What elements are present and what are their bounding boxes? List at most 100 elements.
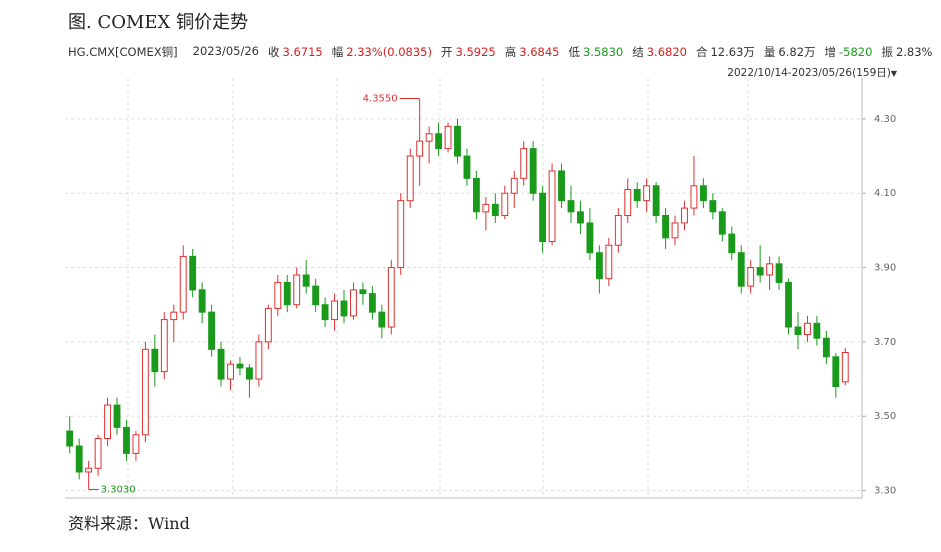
candle-body (274, 281, 282, 309)
info-field: 高 3.6845 (505, 44, 560, 60)
field-label: 收 (267, 45, 280, 59)
candle-body (766, 263, 774, 276)
info-bar: HG.CMX[COMEX铜] 2023/05/26 收 3.6715 幅 2.33%(… (68, 44, 932, 60)
candle-body (709, 200, 717, 213)
field-value: 3.5830 (582, 45, 624, 59)
candle-body (671, 222, 679, 239)
candle-body (302, 274, 310, 287)
candle-body (605, 244, 613, 280)
dropdown-icon[interactable]: ▼ (890, 69, 897, 78)
candle-body (217, 348, 225, 380)
candle-body (227, 363, 234, 380)
candle-body (94, 438, 102, 469)
field-value: 3.6715 (282, 45, 323, 59)
candle-body (794, 326, 802, 335)
candle-body (85, 467, 93, 473)
candle-body (283, 281, 291, 306)
source: 资料来源：Wind (68, 514, 190, 533)
field-label: 结 (632, 45, 644, 59)
candle-body (463, 155, 471, 179)
field-label: 合 (695, 45, 708, 59)
candle-body (416, 140, 424, 157)
y-tick-label: 4.30 (874, 114, 896, 125)
candle-body (529, 148, 537, 194)
candle-body (822, 337, 830, 358)
candle-body (624, 189, 632, 217)
candle-body (567, 200, 575, 213)
candle-body (170, 311, 178, 321)
field-value: 3.6845 (519, 45, 560, 59)
candle-body (728, 233, 736, 254)
code: HG.CMX[COMEX铜] (68, 45, 178, 59)
candle-body (756, 267, 764, 276)
candle-body (454, 125, 461, 157)
candle-body (577, 211, 584, 224)
candle-body (520, 148, 528, 179)
field-label: 幅 (331, 45, 344, 59)
candle-body (104, 404, 111, 440)
candle-body (66, 430, 74, 447)
candle-body (444, 125, 452, 150)
field-label: 低 (568, 45, 580, 59)
field-value: 3.5925 (455, 45, 496, 59)
candle-body (236, 363, 244, 369)
candle-body (208, 311, 216, 350)
candle-body (633, 189, 641, 202)
candle-body (406, 155, 414, 202)
candle-body (491, 203, 499, 217)
field-value: 2.83% (895, 45, 933, 59)
y-tick-label: 3.30 (874, 486, 896, 497)
field-value: 3.6820 (646, 45, 687, 59)
candle-body (804, 322, 811, 335)
candle-body (293, 274, 301, 306)
candle-body (151, 348, 159, 373)
candle-body (548, 170, 556, 243)
info-field: 振 2.83% (881, 44, 932, 60)
candle-body (331, 300, 338, 321)
y-tick-label: 3.70 (874, 337, 896, 348)
candle-body (832, 356, 840, 387)
candle-body (510, 177, 518, 194)
candle-body (340, 300, 348, 317)
max-label: 4.3550 (363, 93, 398, 104)
field-value: -5820 (839, 45, 873, 59)
candle-body (141, 348, 149, 436)
candle-body (435, 133, 443, 150)
info-field: 合 12.63万 (696, 44, 755, 60)
candle-body (245, 367, 253, 380)
date: 2023/05/26 (192, 44, 259, 58)
candle-body (255, 341, 263, 380)
candle-body (321, 304, 329, 321)
candle-body (359, 289, 367, 295)
y-tick-label: 3.90 (874, 263, 896, 274)
candle-body (312, 285, 320, 306)
candle-body (747, 267, 755, 287)
candle-body (785, 281, 792, 328)
candle-body (501, 192, 509, 217)
candle-body (482, 203, 490, 213)
candle-body (586, 222, 594, 254)
y-tick-label: 4.10 (874, 188, 896, 199)
candle-body (387, 267, 395, 328)
candle-body (123, 426, 130, 454)
info-field: 增 -5820 (825, 44, 873, 60)
candle-body (350, 289, 357, 317)
range-text: 2022/10/14-2023/05/26(159日) (727, 67, 891, 79)
candle-body (558, 170, 565, 202)
field-value: 6.82万 (778, 45, 816, 59)
candle-body (681, 207, 688, 224)
info-field: 开 3.5925 (441, 44, 496, 60)
candle-body (662, 215, 670, 239)
candle-body (595, 252, 603, 280)
field-label: 高 (504, 45, 517, 59)
info-field: 结 3.6820 (632, 44, 687, 60)
info-field: 收 3.6715 (268, 44, 323, 60)
info-field: 幅 2.33%(0.0835) (332, 44, 432, 60)
candle-body (614, 215, 622, 246)
candle-body (179, 255, 187, 313)
field-label: 增 (824, 45, 837, 59)
field-label: 开 (440, 45, 453, 59)
candle-body (189, 255, 197, 291)
